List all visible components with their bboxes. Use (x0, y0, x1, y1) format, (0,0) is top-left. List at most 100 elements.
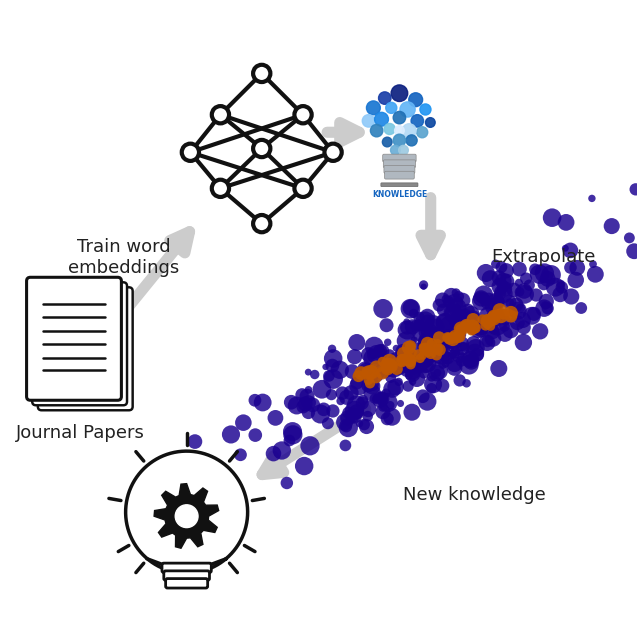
Point (449, 337, 460, 347)
Point (434, 300, 444, 310)
Point (560, 243, 570, 253)
Circle shape (212, 106, 229, 124)
Point (435, 339, 445, 349)
Point (465, 354, 476, 364)
Point (538, 279, 548, 289)
FancyBboxPatch shape (162, 563, 211, 573)
Point (468, 320, 479, 330)
Point (440, 317, 451, 328)
Point (388, 364, 399, 374)
Point (380, 364, 390, 374)
Point (401, 317, 412, 327)
Point (478, 319, 488, 329)
Point (402, 325, 412, 335)
Point (385, 360, 395, 371)
Text: Train word
embeddings: Train word embeddings (68, 238, 180, 277)
Point (405, 355, 415, 365)
Circle shape (294, 106, 312, 124)
Point (353, 381, 364, 391)
Point (348, 412, 358, 422)
Point (407, 361, 417, 371)
Point (465, 358, 476, 368)
Point (368, 353, 378, 364)
Point (398, 360, 408, 370)
Point (404, 371, 414, 381)
Point (449, 298, 460, 308)
Circle shape (378, 92, 391, 104)
Point (449, 359, 460, 369)
Point (385, 349, 395, 360)
Point (515, 303, 525, 314)
Point (351, 399, 362, 410)
Point (590, 269, 600, 280)
Point (419, 368, 429, 378)
Point (387, 384, 397, 394)
Point (394, 377, 404, 387)
Point (442, 332, 452, 342)
Point (450, 332, 460, 342)
Point (458, 295, 468, 305)
Point (492, 321, 502, 331)
Point (319, 404, 329, 415)
Point (381, 388, 391, 398)
Point (413, 353, 424, 364)
Point (343, 422, 353, 433)
Point (483, 310, 493, 320)
Point (378, 368, 388, 378)
Point (478, 291, 488, 301)
Point (375, 394, 385, 404)
Point (440, 359, 451, 369)
Point (518, 322, 529, 332)
Point (431, 322, 441, 332)
Point (466, 310, 476, 320)
Circle shape (391, 85, 408, 102)
Point (452, 332, 463, 342)
Point (457, 344, 467, 354)
Point (530, 264, 540, 275)
Point (571, 275, 581, 285)
Circle shape (175, 505, 198, 527)
Point (421, 326, 431, 337)
FancyBboxPatch shape (385, 172, 414, 179)
Point (408, 376, 418, 387)
Circle shape (426, 118, 435, 127)
Point (407, 407, 417, 417)
Point (382, 363, 392, 373)
Point (518, 337, 529, 348)
Point (477, 325, 488, 335)
Point (377, 392, 387, 403)
Circle shape (386, 102, 397, 113)
Point (355, 419, 365, 429)
FancyBboxPatch shape (381, 183, 418, 187)
Point (629, 246, 639, 257)
Circle shape (384, 124, 395, 134)
Point (386, 361, 396, 371)
Point (364, 375, 374, 385)
Point (299, 461, 309, 471)
Point (410, 320, 420, 330)
Point (377, 346, 387, 356)
Point (456, 339, 467, 349)
Circle shape (324, 143, 342, 161)
Point (422, 316, 433, 326)
Point (385, 356, 395, 366)
Point (497, 284, 508, 294)
Point (422, 346, 432, 356)
Point (302, 391, 312, 401)
Point (405, 355, 415, 365)
Point (401, 356, 412, 366)
Point (422, 339, 433, 349)
Point (420, 344, 430, 354)
Point (236, 450, 246, 460)
Circle shape (374, 113, 388, 126)
Point (422, 323, 433, 333)
Point (431, 368, 442, 378)
Point (485, 273, 495, 284)
Point (383, 397, 393, 408)
Point (378, 356, 388, 367)
Point (360, 365, 371, 375)
Point (404, 352, 415, 362)
Point (494, 273, 504, 283)
Point (468, 321, 479, 332)
Point (371, 372, 381, 383)
